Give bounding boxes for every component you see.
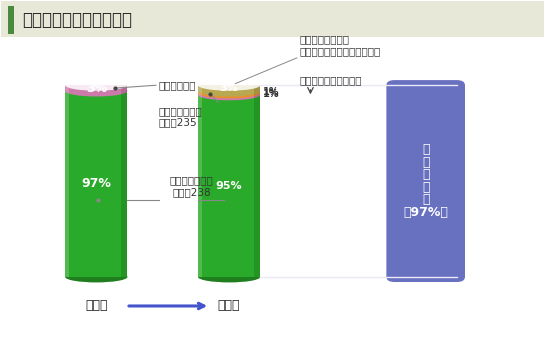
- Bar: [254, 95, 261, 277]
- Text: 核分裂生成物など
（核分裂によりできた物質）: 核分裂生成物など （核分裂によりできた物質）: [300, 34, 381, 56]
- Bar: [254, 91, 261, 93]
- FancyBboxPatch shape: [261, 85, 395, 277]
- Ellipse shape: [65, 86, 128, 97]
- Bar: [65, 91, 69, 277]
- Bar: [198, 91, 202, 93]
- Bar: [198, 85, 261, 91]
- Text: 発電前と後の燃料の違い: 発電前と後の燃料の違い: [22, 11, 132, 29]
- Text: 1%: 1%: [263, 89, 280, 99]
- Text: 発電前: 発電前: [85, 299, 107, 313]
- Bar: [254, 85, 261, 91]
- Bar: [65, 85, 69, 91]
- Text: 核分裂しやすい
ウラン235: 核分裂しやすい ウラン235: [159, 106, 202, 127]
- Text: 95%: 95%: [216, 181, 243, 191]
- Ellipse shape: [65, 272, 128, 283]
- Ellipse shape: [198, 86, 261, 97]
- Bar: [65, 91, 128, 277]
- Text: ブルトニウム: ブルトニウム: [159, 80, 196, 90]
- Bar: [198, 93, 202, 95]
- Text: 3%: 3%: [86, 82, 107, 95]
- Bar: [198, 93, 261, 95]
- Ellipse shape: [198, 272, 261, 283]
- Ellipse shape: [198, 89, 261, 100]
- Bar: [65, 85, 128, 91]
- Text: 3%: 3%: [220, 83, 239, 93]
- Text: 1%: 1%: [263, 87, 280, 97]
- Ellipse shape: [198, 87, 261, 98]
- FancyBboxPatch shape: [2, 1, 543, 37]
- FancyBboxPatch shape: [386, 80, 465, 282]
- Ellipse shape: [198, 272, 261, 283]
- Bar: [121, 91, 128, 277]
- Text: 発電後: 発電後: [218, 299, 240, 313]
- Bar: [121, 85, 128, 91]
- Ellipse shape: [198, 80, 261, 91]
- FancyBboxPatch shape: [8, 6, 14, 34]
- Bar: [198, 85, 202, 91]
- Bar: [198, 95, 261, 277]
- Bar: [198, 95, 202, 277]
- Bar: [198, 91, 261, 93]
- Ellipse shape: [65, 272, 128, 283]
- Text: 再
利
用
可
能
（97%）: 再 利 用 可 能 （97%）: [403, 143, 448, 219]
- Ellipse shape: [65, 80, 128, 91]
- Text: 高レベル放射性廃棄物: 高レベル放射性廃棄物: [300, 75, 362, 85]
- Bar: [254, 93, 261, 95]
- Text: 97%: 97%: [81, 177, 111, 190]
- Text: 核分裂しにくい
ウラン238: 核分裂しにくい ウラン238: [170, 175, 214, 197]
